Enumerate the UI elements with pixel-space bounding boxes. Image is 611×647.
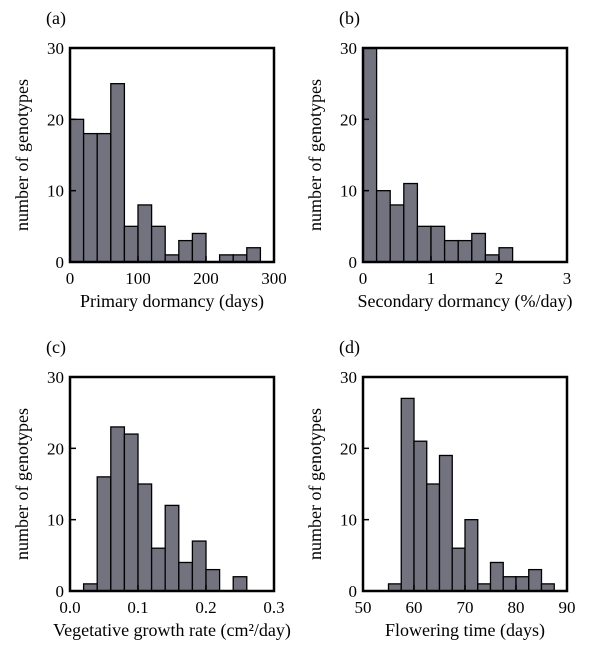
panel-label: (b) bbox=[339, 8, 360, 29]
bar bbox=[150, 225, 166, 263]
bar bbox=[178, 239, 194, 263]
y-axis-label: number of genotypes bbox=[12, 408, 32, 560]
bar bbox=[457, 239, 473, 263]
bar bbox=[426, 483, 441, 592]
bar bbox=[137, 204, 153, 263]
bar bbox=[430, 225, 446, 263]
bar bbox=[438, 454, 453, 592]
x-tick-label: 0.2 bbox=[195, 598, 216, 617]
bar bbox=[515, 576, 530, 592]
y-tick-label: 20 bbox=[47, 439, 64, 458]
x-axis-label: Vegetative growth rate (cm²/day) bbox=[53, 620, 291, 641]
bar bbox=[246, 247, 262, 263]
y-tick-label: 30 bbox=[47, 368, 64, 387]
y-tick-label: 30 bbox=[340, 39, 357, 58]
y-tick-label: 20 bbox=[340, 439, 357, 458]
panel-label: (c) bbox=[46, 337, 66, 358]
x-tick-label: 0.1 bbox=[127, 598, 148, 617]
bar bbox=[471, 232, 487, 263]
bar bbox=[489, 561, 504, 592]
y-tick-label: 30 bbox=[47, 39, 64, 58]
plot-frame bbox=[361, 46, 569, 264]
x-tick-label: 90 bbox=[559, 598, 576, 617]
bar bbox=[362, 47, 378, 263]
panel-label: (d) bbox=[339, 337, 360, 358]
bar bbox=[403, 182, 419, 263]
x-axis-label: Flowering time (days) bbox=[385, 620, 545, 641]
x-tick-label: 1 bbox=[427, 269, 436, 288]
bar bbox=[110, 83, 126, 263]
y-tick-label: 0 bbox=[349, 253, 358, 272]
x-tick-label: 0.0 bbox=[59, 598, 80, 617]
bar bbox=[123, 225, 139, 263]
y-tick-label: 0 bbox=[56, 253, 65, 272]
panel-2: 0 10 20 30 0 1 2 3 Secondary dormancy (%/day) num… bbox=[305, 8, 572, 312]
x-axis-label: Secondary dormancy (%/day) bbox=[358, 291, 573, 312]
plot-frame bbox=[68, 375, 276, 593]
bar bbox=[502, 576, 517, 592]
bar bbox=[191, 232, 207, 263]
x-tick-label: 50 bbox=[355, 598, 372, 617]
y-tick-label: 10 bbox=[47, 511, 64, 530]
y-tick-label: 10 bbox=[340, 182, 357, 201]
y-tick-label: 20 bbox=[47, 110, 64, 129]
x-tick-label: 80 bbox=[508, 598, 525, 617]
plot-frame bbox=[68, 46, 276, 264]
bar bbox=[123, 433, 139, 592]
bar bbox=[443, 239, 459, 263]
bar bbox=[191, 540, 207, 592]
x-tick-label: 2 bbox=[495, 269, 504, 288]
panel-label: (a) bbox=[46, 8, 66, 29]
bar bbox=[498, 247, 514, 263]
bar bbox=[150, 547, 166, 592]
y-axis-label: number of genotypes bbox=[305, 79, 325, 231]
y-tick-label: 30 bbox=[340, 368, 357, 387]
x-tick-label: 200 bbox=[193, 269, 219, 288]
y-axis-label: number of genotypes bbox=[305, 408, 325, 560]
panel-3: 0 10 20 30 0.0 0.1 0.2 0.3 Vegetative growth rat… bbox=[12, 337, 291, 641]
x-tick-label: 0.3 bbox=[263, 598, 284, 617]
y-tick-label: 20 bbox=[340, 110, 357, 129]
x-tick-label: 70 bbox=[457, 598, 474, 617]
x-axis-label: Primary dormancy (days) bbox=[80, 291, 264, 312]
bar bbox=[164, 504, 180, 592]
bar bbox=[137, 483, 153, 592]
y-tick-label: 10 bbox=[47, 182, 64, 201]
bar bbox=[178, 561, 194, 592]
y-axis-label: number of genotypes bbox=[12, 79, 32, 231]
bar bbox=[205, 568, 221, 592]
x-tick-label: 0 bbox=[359, 269, 368, 288]
x-tick-label: 300 bbox=[261, 269, 287, 288]
y-tick-label: 0 bbox=[56, 582, 65, 601]
x-tick-label: 100 bbox=[125, 269, 151, 288]
x-tick-label: 3 bbox=[563, 269, 572, 288]
bar bbox=[528, 568, 543, 592]
bar bbox=[110, 426, 126, 592]
bar bbox=[451, 547, 466, 592]
x-tick-label: 60 bbox=[406, 598, 423, 617]
bar bbox=[400, 397, 415, 592]
y-tick-label: 10 bbox=[340, 511, 357, 530]
bar bbox=[96, 132, 112, 263]
x-tick-label: 0 bbox=[66, 269, 75, 288]
bar bbox=[96, 476, 112, 592]
bar bbox=[416, 225, 432, 263]
bar bbox=[413, 440, 428, 592]
bar bbox=[375, 190, 391, 263]
bar bbox=[232, 576, 248, 592]
bar bbox=[82, 132, 98, 263]
bar bbox=[464, 519, 479, 592]
y-tick-label: 0 bbox=[349, 582, 358, 601]
panel-4: 0 10 20 30 50 60 70 80 90 Flowering time (days) nu… bbox=[305, 337, 576, 641]
bar bbox=[389, 204, 405, 263]
